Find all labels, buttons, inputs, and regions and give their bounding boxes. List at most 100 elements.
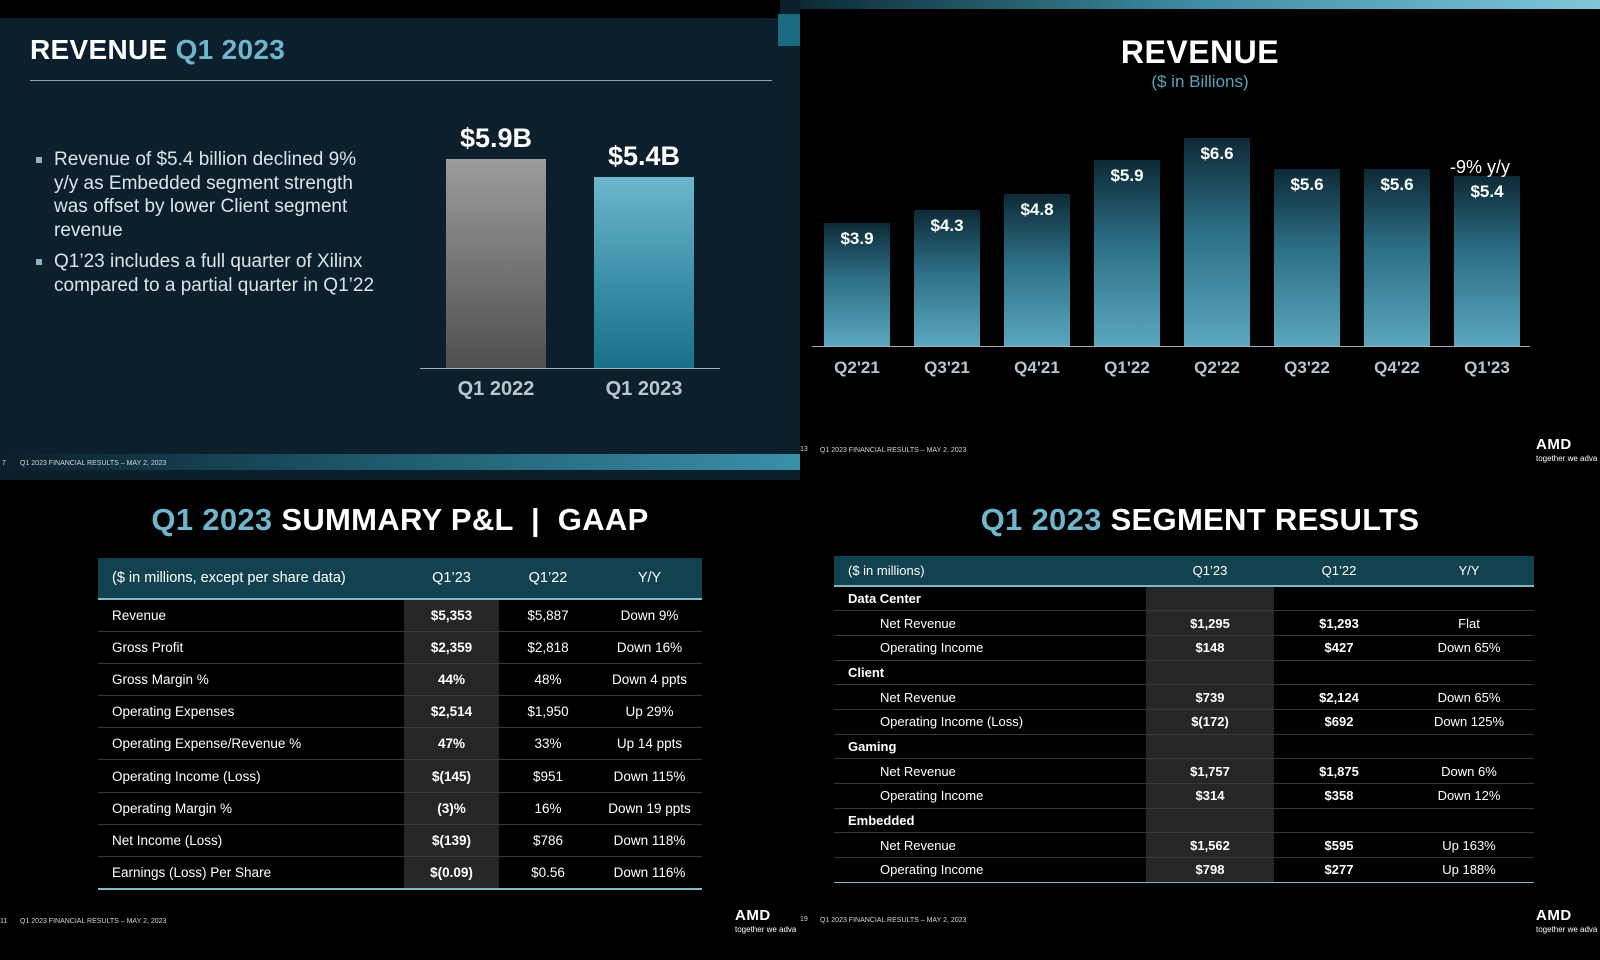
table-row: Operating Income (Loss) $(145) $951 Down 11…	[98, 759, 702, 793]
cell-q123: $1,295	[1146, 610, 1274, 636]
segment-table: ($ in millions) Q1’23 Q1’22 Y/Y Data Cen…	[834, 556, 1534, 883]
cell-yy: Down 65%	[1404, 635, 1534, 661]
cell-yy: Flat	[1404, 610, 1534, 636]
bar	[1094, 159, 1160, 346]
bullet-item: Revenue of $5.4 billion declined 9% y/y …	[36, 148, 376, 242]
cell-q122: $692	[1274, 709, 1404, 735]
top-strip	[800, 0, 1600, 9]
header-yy: Y/Y	[1404, 556, 1534, 587]
cell-q123: $(139)	[404, 824, 499, 858]
slide-summary-pl: Q1 2023 SUMMARY P&L | GAAP ($ in million…	[0, 480, 800, 960]
row-label: Net Revenue	[834, 758, 1146, 784]
cell-yy: Up 14 ppts	[597, 727, 702, 761]
cell-yy: Down 6%	[1404, 758, 1534, 784]
top-strip	[0, 0, 780, 18]
page-number: 13	[800, 446, 808, 453]
category-label: Q3'21	[924, 358, 970, 377]
table-header-row: ($ in millions) Q1’23 Q1’22 Y/Y	[834, 556, 1534, 587]
cell-q123: $1,562	[1146, 832, 1274, 859]
title-accent: Q1 2023	[175, 34, 286, 65]
bar	[1004, 194, 1070, 346]
cell-q123	[1146, 660, 1274, 686]
amd-tagline: together we adva	[1536, 925, 1598, 934]
amd-tagline: together we adva	[735, 925, 797, 934]
table-row: Net Revenue $1,757 $1,875 Down 6%	[834, 758, 1534, 784]
cell-q122: $5,887	[499, 599, 597, 632]
cell-q122: $1,293	[1274, 610, 1404, 636]
cell-q123: $(172)	[1146, 709, 1274, 735]
bar	[1184, 137, 1250, 346]
table-row: Net Revenue $1,295 $1,293 Flat	[834, 610, 1534, 636]
amd-tagline: together we adva	[1536, 454, 1598, 463]
cell-q122: $0.56	[499, 856, 597, 890]
footer-text: Q1 2023 FINANCIAL RESULTS – MAY 2, 2023	[820, 917, 967, 924]
bar-value-label: $5.9B	[459, 123, 533, 154]
slide-title: REVENUE	[1120, 34, 1280, 70]
cell-q123: $2,514	[404, 695, 499, 729]
cell-q123: $314	[1146, 783, 1274, 809]
amd-logo: AMD	[1536, 436, 1572, 453]
cell-q122: $786	[499, 824, 597, 858]
table-row: Operating Income $798 $277 Up 188%	[834, 857, 1534, 883]
table-row: Earnings (Loss) Per Share $(0.09) $0.56 Dow…	[98, 856, 702, 890]
cell-q122	[1274, 660, 1404, 686]
bar-value-label: $4.8	[1020, 200, 1054, 220]
bullet-list: Revenue of $5.4 billion declined 9% y/y …	[36, 148, 376, 305]
cell-yy: Down 16%	[597, 631, 702, 664]
row-label: Operating Expense/Revenue %	[98, 727, 404, 761]
cell-yy: Up 163%	[1404, 832, 1534, 859]
table-row: Operating Income $148 $427 Down 65%	[834, 635, 1534, 661]
table-row: Revenue $5,353 $5,887 Down 9%	[98, 599, 702, 632]
cell-q122	[1274, 808, 1404, 834]
header-label: ($ in millions)	[834, 556, 1146, 587]
pl-table: ($ in millions, except per share data) Q…	[98, 558, 702, 890]
category-label: Q4'22	[1374, 358, 1420, 377]
cell-yy	[1404, 734, 1534, 760]
table-row: Operating Income (Loss) $(172) $692 Down 12…	[834, 709, 1534, 735]
header-q122: Q1’22	[499, 558, 597, 600]
bullet-item: Q1’23 includes a full quarter of Xilinx …	[36, 250, 376, 297]
row-label: Operating Expenses	[98, 695, 404, 729]
cell-q122: 33%	[499, 727, 597, 761]
page-number: 11	[0, 918, 8, 925]
cell-q122: $1,875	[1274, 758, 1404, 784]
title-main: SEGMENT RESULTS	[1110, 502, 1420, 537]
footer-bar	[0, 454, 800, 470]
header-yy: Y/Y	[597, 558, 702, 600]
cell-q122: 48%	[499, 663, 597, 697]
bar	[594, 176, 694, 368]
row-label: Net Revenue	[834, 684, 1146, 710]
amd-corner-logo-icon	[778, 14, 800, 46]
slide-revenue-trend: REVENUE ($ in Billions) $3.9 Q2'21 $4.3 Q3'…	[800, 0, 1600, 480]
cell-q123: $1,757	[1146, 758, 1274, 784]
footer-text: Q1 2023 FINANCIAL RESULTS – MAY 2, 2023	[820, 447, 967, 454]
title-accent: Q1 2023	[980, 502, 1102, 537]
row-label: Earnings (Loss) Per Share	[98, 856, 404, 890]
table-row: Operating Expense/Revenue % 47% 33% Up 14 p…	[98, 727, 702, 761]
header-q122: Q1’22	[1274, 556, 1404, 587]
cell-q122: $2,818	[499, 631, 597, 664]
category-label: Q2'21	[834, 358, 880, 377]
cell-yy: Down 65%	[1404, 684, 1534, 710]
title-accent: Q1 2023	[151, 502, 273, 537]
bar-value-label: $5.4B	[607, 140, 681, 171]
bar-value-label: $3.9	[840, 228, 874, 248]
bar-value-label: $6.6	[1200, 143, 1234, 163]
cell-q123: $(0.09)	[404, 856, 499, 890]
x-axis	[812, 346, 1530, 347]
row-label: Operating Income (Loss)	[98, 759, 404, 793]
table-row: Operating Income $314 $358 Down 12%	[834, 783, 1534, 809]
cell-q123: $148	[1146, 635, 1274, 661]
cell-yy: Down 19 ppts	[597, 792, 702, 825]
row-label: Gross Profit	[98, 631, 404, 664]
cell-q122: $595	[1274, 832, 1404, 859]
bar-value-label: $5.9	[1110, 165, 1144, 185]
page-number: 19	[800, 916, 808, 923]
bar	[914, 210, 980, 346]
segment-group-row: Gaming	[834, 734, 1534, 760]
table-header-row: ($ in millions, except per share data) Q…	[98, 558, 702, 600]
title-divider	[30, 80, 772, 81]
cell-q122: 16%	[499, 792, 597, 825]
cell-q123: $798	[1146, 857, 1274, 883]
header-q123: Q1’23	[404, 558, 499, 600]
